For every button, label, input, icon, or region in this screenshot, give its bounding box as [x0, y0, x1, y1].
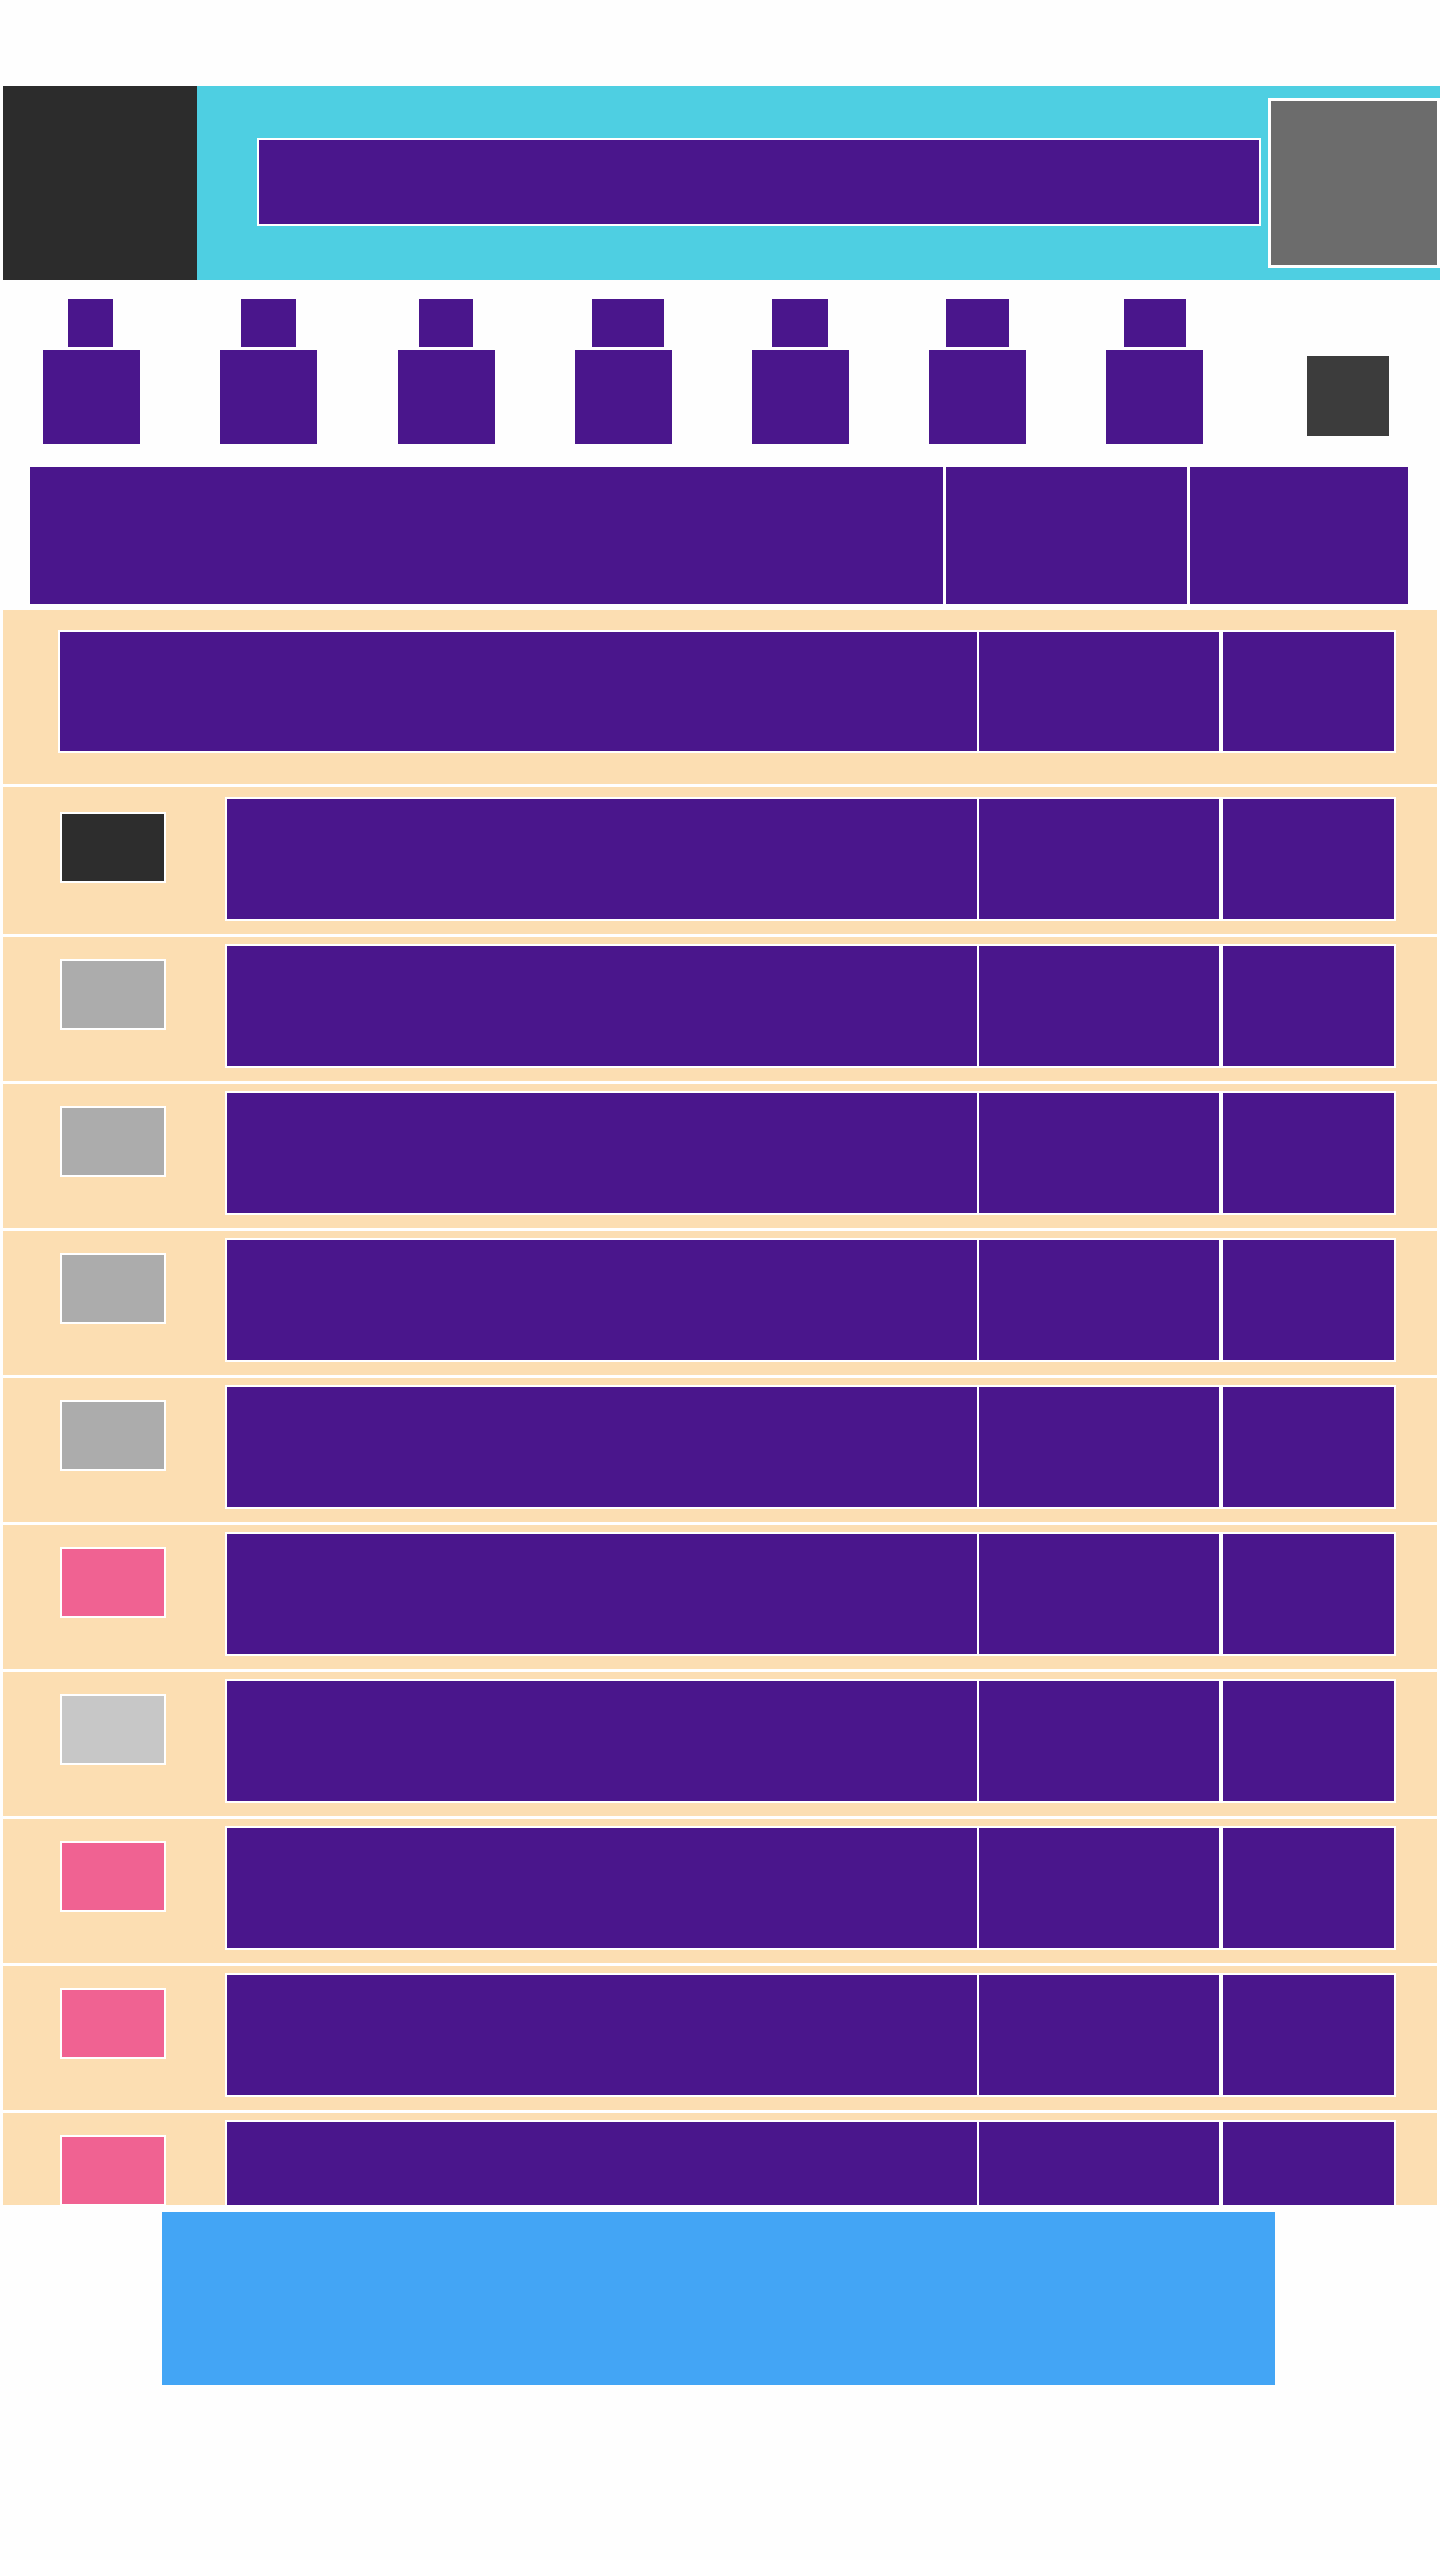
table-body: [3, 610, 1437, 2205]
table-cell: [225, 1238, 980, 1362]
footer-banner[interactable]: [162, 2212, 1275, 2385]
group-cell: [1221, 630, 1396, 753]
nav-item-icon[interactable]: [241, 299, 296, 347]
nav-item[interactable]: [220, 350, 317, 444]
status-swatch: [60, 1547, 166, 1618]
table-cell: [225, 1385, 980, 1509]
status-swatch: [60, 1988, 166, 2059]
table-cell: [225, 1826, 980, 1950]
search-input[interactable]: [257, 138, 1261, 226]
table-cell: [225, 1679, 980, 1803]
table-cell: [225, 1532, 980, 1656]
table-cell: [225, 1973, 980, 2097]
table-cell: [1221, 1679, 1396, 1803]
nav-item-icon[interactable]: [1124, 299, 1186, 347]
column-header-action[interactable]: [1190, 467, 1408, 604]
group-cell: [977, 630, 1221, 753]
status-swatch: [60, 812, 166, 883]
table-cell: [977, 1973, 1221, 2097]
table-header: [30, 467, 1408, 604]
table-group-row[interactable]: [3, 610, 1437, 787]
table-cell: [225, 1091, 980, 1215]
avatar[interactable]: [1268, 98, 1440, 268]
status-swatch: [60, 1253, 166, 1324]
table-cell: [1221, 1826, 1396, 1950]
status-swatch: [60, 1400, 166, 1471]
table-cell: [1221, 797, 1396, 921]
status-swatch: [60, 1694, 166, 1765]
table-row[interactable]: [3, 1081, 1437, 1231]
nav-item-icon[interactable]: [592, 299, 664, 347]
table-cell: [977, 1385, 1221, 1509]
status-swatch: [60, 959, 166, 1030]
nav-item[interactable]: [929, 350, 1026, 444]
table-cell: [1221, 1238, 1396, 1362]
nav-item[interactable]: [1106, 350, 1203, 444]
table-cell: [225, 797, 980, 921]
table-cell: [977, 1532, 1221, 1656]
table-cell: [225, 2120, 980, 2205]
table-cell: [977, 1091, 1221, 1215]
table-row[interactable]: [3, 1522, 1437, 1672]
more-icon[interactable]: [1307, 356, 1389, 436]
nav-item-icon[interactable]: [68, 299, 113, 347]
table-cell: [1221, 944, 1396, 1068]
status-swatch: [60, 2135, 166, 2205]
logo-icon[interactable]: [3, 86, 197, 280]
table-cell: [977, 1238, 1221, 1362]
group-cell: [58, 630, 980, 753]
table-cell: [977, 944, 1221, 1068]
table-row[interactable]: [3, 1228, 1437, 1378]
table-cell: [977, 1679, 1221, 1803]
status-swatch: [60, 1841, 166, 1912]
table-cell: [1221, 1532, 1396, 1656]
table-row[interactable]: [3, 2110, 1437, 2205]
nav-item[interactable]: [398, 350, 495, 444]
table-cell: [977, 2120, 1221, 2205]
column-header-name[interactable]: [30, 467, 946, 604]
nav-item-icon[interactable]: [946, 299, 1009, 347]
table-row[interactable]: [3, 1669, 1437, 1819]
table-cell: [1221, 1385, 1396, 1509]
table-row[interactable]: [3, 1816, 1437, 1966]
table-cell: [1221, 2120, 1396, 2205]
table-cell: [1221, 1091, 1396, 1215]
nav-item-icon[interactable]: [419, 299, 473, 347]
nav-item[interactable]: [752, 350, 849, 444]
table-cell: [1221, 1973, 1396, 2097]
table-row[interactable]: [3, 934, 1437, 1084]
status-swatch: [60, 1106, 166, 1177]
table-cell: [977, 1826, 1221, 1950]
nav-item[interactable]: [43, 350, 140, 444]
nav-item-icon[interactable]: [772, 299, 828, 347]
table-cell: [225, 944, 980, 1068]
table-row[interactable]: [3, 1375, 1437, 1525]
column-header-value[interactable]: [946, 467, 1190, 604]
nav-item[interactable]: [575, 350, 672, 444]
table-row[interactable]: [3, 1963, 1437, 2113]
table-row[interactable]: [3, 787, 1437, 937]
table-cell: [977, 797, 1221, 921]
